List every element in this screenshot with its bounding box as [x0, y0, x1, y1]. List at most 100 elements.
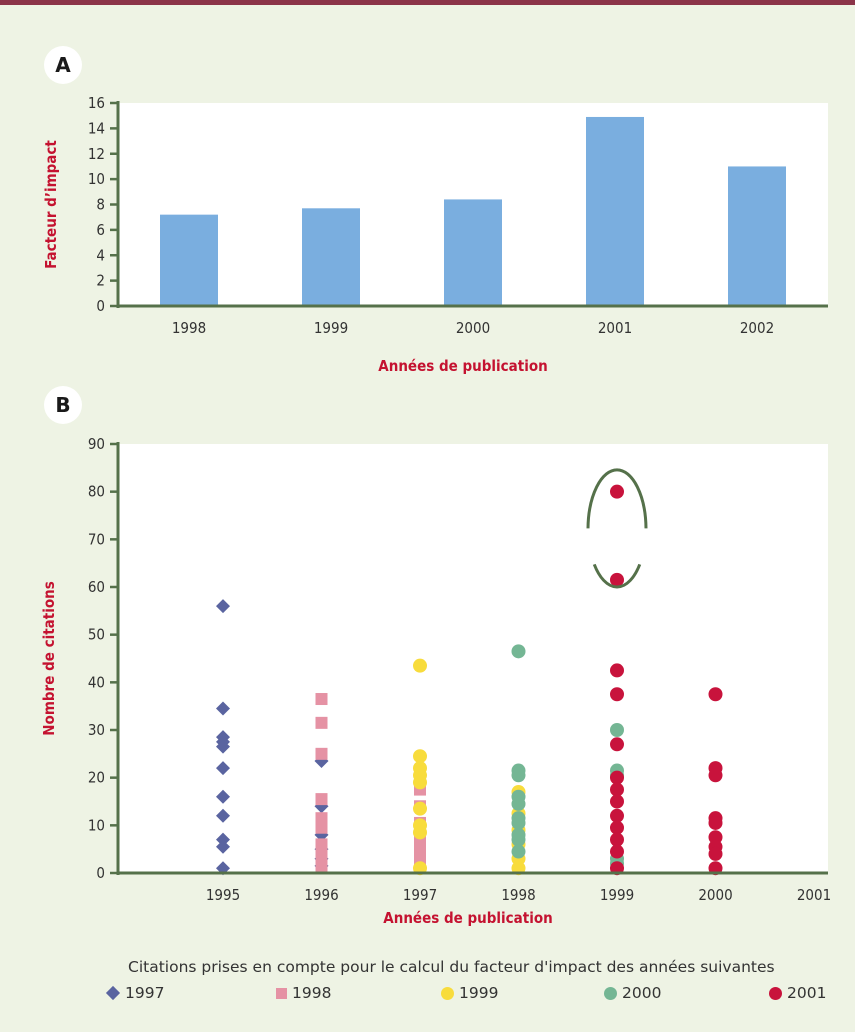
- data-point-1998: [315, 838, 328, 851]
- data-point-2001: [610, 572, 624, 587]
- x-tick-label: 2001: [797, 886, 831, 904]
- y-axis-title: Facteur d’impact: [42, 140, 60, 269]
- data-point-1999: [413, 825, 427, 840]
- data-point-1997: [216, 839, 230, 854]
- bar: [444, 199, 502, 306]
- data-point-2001: [708, 815, 723, 830]
- y-axis-title: Nombre de citations: [40, 581, 58, 735]
- data-point-2000: [511, 844, 526, 859]
- x-tick-label: 1996: [304, 886, 338, 904]
- data-point-1997: [216, 832, 230, 847]
- bar-chart-impact-factor: 1998 1999 2000 2001 2002 0 2 4 6 8 10 12 14 16 Années …: [42, 94, 828, 375]
- y-tick-label: 30: [88, 721, 105, 739]
- legend-label: 1998: [292, 984, 332, 1002]
- legend-item-1998: 1998: [276, 984, 331, 1002]
- y-tick-label: 60: [88, 578, 105, 596]
- y-tick-label: 2: [96, 272, 105, 290]
- legend-label: 1997: [125, 984, 165, 1002]
- y-tick-label: 10: [88, 170, 105, 188]
- bar: [728, 166, 786, 306]
- y-tick-label: 14: [88, 119, 105, 137]
- data-point-2001: [610, 484, 624, 499]
- data-point-1997: [216, 701, 230, 716]
- circle-marker-icon: [604, 986, 617, 1000]
- data-point-2000: [511, 832, 526, 847]
- circle-marker-icon: [441, 986, 454, 1000]
- legend-title: Citations prises en compte pour le calcu…: [128, 958, 775, 976]
- x-tick-label: 2000: [698, 886, 732, 904]
- diamond-marker-icon: [105, 985, 121, 1001]
- data-point-1997: [216, 808, 230, 823]
- x-tick-label: 2002: [740, 319, 774, 337]
- data-point-2001: [610, 770, 624, 785]
- x-tick-label: 1997: [403, 886, 437, 904]
- data-point-2000: [610, 723, 624, 737]
- data-point-2001: [610, 808, 624, 823]
- circle-marker-icon: [769, 986, 782, 1000]
- data-point-2001: [610, 663, 624, 678]
- data-point-2001: [610, 832, 624, 847]
- y-tick-label: 20: [88, 769, 105, 787]
- scatter-chart-citations: 0 10 20 30 40 50 60 70 80 90 1995 1996 1997 1998 1999 2…: [40, 435, 831, 927]
- panel-a-badge: A: [44, 46, 82, 84]
- data-point-1998: [315, 747, 328, 760]
- panel-b-badge: B: [44, 386, 82, 424]
- legend-label: 2001: [787, 984, 827, 1002]
- highlight-ellipse: [586, 468, 648, 589]
- legend-item-2001: 2001: [769, 984, 826, 1002]
- y-tick-label: 10: [88, 816, 105, 834]
- data-point-2001: [610, 737, 624, 752]
- data-point-2000: [511, 815, 526, 830]
- bar: [302, 208, 360, 306]
- y-tick-label: 80: [88, 483, 105, 501]
- square-marker-icon: [276, 987, 287, 999]
- y-tick-label: 70: [88, 530, 105, 548]
- bar: [586, 116, 644, 306]
- data-point-2000: [511, 796, 526, 811]
- data-point-1998: [315, 812, 328, 825]
- y-tick-label: 4: [96, 246, 105, 264]
- bar: [160, 214, 218, 306]
- data-point-1999: [413, 658, 427, 673]
- y-tick-label: 0: [96, 864, 105, 882]
- data-point-1997: [216, 739, 230, 754]
- data-point-2000: [511, 644, 526, 659]
- data-point-2001: [610, 820, 624, 835]
- data-point-2001: [708, 768, 723, 783]
- data-point-1999: [413, 801, 427, 816]
- data-point-1997: [216, 761, 230, 776]
- data-point-1998: [315, 862, 328, 875]
- data-point-1998: [414, 838, 426, 851]
- data-point-2001: [610, 794, 624, 809]
- x-tick-label: 1999: [314, 319, 348, 337]
- data-point-2000: [511, 768, 526, 783]
- legend-label: 1999: [459, 984, 499, 1002]
- data-point-1998: [315, 693, 328, 706]
- x-axis-title: Années de publication: [378, 357, 547, 375]
- y-tick-label: 0: [96, 297, 105, 315]
- y-tick-label: 12: [88, 145, 105, 163]
- x-tick-label: 1998: [172, 319, 206, 337]
- y-tick-label: 16: [88, 94, 105, 112]
- x-tick-label: 1998: [501, 886, 535, 904]
- legend-item-1999: 1999: [441, 984, 498, 1002]
- legend-item-2000: 2000: [604, 984, 661, 1002]
- data-point-1997: [216, 789, 230, 804]
- x-tick-label: 1999: [600, 886, 634, 904]
- x-tick-label: 2000: [456, 319, 490, 337]
- top-accent-bar: [0, 0, 855, 5]
- y-tick-label: 6: [96, 221, 105, 239]
- data-point-1999: [413, 775, 427, 790]
- x-axis-title: Années de publication: [383, 909, 552, 927]
- data-point-1999: [413, 749, 427, 764]
- y-tick-label: 90: [88, 435, 105, 453]
- legend-label: 2000: [622, 984, 662, 1002]
- data-point-2001: [610, 782, 624, 797]
- data-point-2001: [610, 844, 624, 859]
- data-point-1998: [315, 821, 328, 834]
- x-tick-label: 1995: [206, 886, 240, 904]
- data-point-2001: [708, 687, 723, 702]
- legend-item-1997: 1997: [105, 984, 165, 1002]
- x-tick-label: 2001: [598, 319, 632, 337]
- highlight-arc-bottom: [592, 563, 642, 589]
